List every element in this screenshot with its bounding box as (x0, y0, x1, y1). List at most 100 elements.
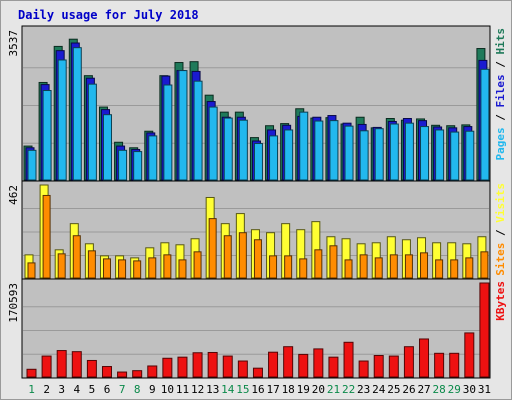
visits-bar-sites (163, 254, 172, 279)
traffic-bar-pages (87, 83, 97, 181)
visits-bar-sites (238, 232, 247, 279)
traffic-bar-pages (57, 59, 67, 181)
traffic-bar-pages (148, 135, 158, 181)
x-tick-label: 20 (312, 383, 325, 396)
visits-bar-sites (118, 259, 127, 279)
visits-bar-sites (344, 259, 353, 279)
visits-bar-sites (193, 251, 202, 279)
traffic-bar-pages (344, 125, 354, 181)
visits-bar-sites (465, 257, 474, 279)
kbytes-bar-kbytes (464, 332, 475, 378)
x-tick-label: 4 (74, 383, 81, 396)
traffic-bar-pages (359, 130, 369, 181)
visits-bar-sites (329, 245, 338, 279)
kbytes-bar-kbytes (177, 356, 188, 378)
visits-side-legend: Sites / Visits (494, 183, 507, 276)
legend-separator: / (494, 108, 507, 128)
traffic-bar-pages (178, 70, 188, 181)
traffic-bar-pages (284, 129, 294, 181)
kbytes-bar-kbytes (162, 357, 173, 378)
kbytes-bar-kbytes (222, 355, 233, 378)
traffic-bar-pages (389, 123, 399, 181)
x-tick-label: 27 (417, 383, 430, 396)
visits-bar-sites (133, 260, 142, 279)
kbytes-bar-kbytes (449, 352, 460, 378)
visits-bar-sites (57, 253, 66, 279)
kbytes-bar-kbytes (56, 350, 67, 378)
kbytes-bar-kbytes (192, 352, 203, 378)
traffic-scale-max-label: 3537 (7, 30, 20, 57)
kbytes-bar-kbytes (268, 351, 279, 378)
x-tick-label: 7 (119, 383, 126, 396)
visits-bar-sites (253, 239, 262, 279)
x-tick-label: 5 (89, 383, 96, 396)
chart-title: Daily usage for July 2018 (18, 8, 199, 22)
kbytes-bar-kbytes (434, 352, 445, 378)
legend-sites: Sites (494, 243, 507, 276)
traffic-bar-pages (27, 149, 37, 181)
traffic-bar-pages (314, 120, 324, 181)
legend-pages: Pages (494, 127, 507, 160)
x-tick-label: 6 (104, 383, 111, 396)
legend-separator: / (494, 223, 507, 243)
kbytes-bar-kbytes (117, 371, 128, 378)
x-tick-label: 23 (357, 383, 370, 396)
kbytes-bar-kbytes (298, 353, 309, 378)
kbytes-bar-kbytes (313, 348, 324, 378)
x-tick-label: 25 (387, 383, 400, 396)
kbytes-bar-kbytes (207, 351, 218, 378)
traffic-bar-pages (42, 90, 52, 181)
visits-bar-sites (314, 249, 323, 279)
traffic-bar-pages (420, 126, 430, 181)
kbytes-bar-kbytes (343, 341, 354, 378)
x-tick-label: 22 (342, 383, 355, 396)
traffic-bar-pages (102, 114, 112, 181)
kbytes-bar-kbytes (373, 355, 384, 378)
x-tick-label: 1 (28, 383, 35, 396)
kbytes-bar-kbytes (41, 355, 52, 378)
visits-bar-sites (72, 235, 81, 279)
traffic-bar-pages (208, 106, 218, 181)
traffic-bar-pages (163, 84, 173, 181)
traffic-bar-pages (374, 128, 384, 181)
traffic-bar-pages (223, 117, 233, 181)
x-tick-label: 2 (43, 383, 50, 396)
traffic-bar-pages (118, 149, 128, 181)
visits-bar-sites (480, 251, 489, 279)
kbytes-bar-kbytes (237, 360, 248, 378)
visits-bar-sites (102, 258, 111, 279)
visits-bar-sites (450, 259, 459, 279)
kbytes-bar-kbytes (328, 356, 339, 378)
panel-visits: 462 Sites / Visits (7, 180, 507, 280)
x-tick-label: 19 (297, 383, 310, 396)
visits-bar-sites (404, 254, 413, 279)
kbytes-bar-kbytes (26, 368, 37, 378)
x-tick-label: 10 (161, 383, 174, 396)
traffic-bar-pages (253, 143, 263, 181)
kbytes-bar-kbytes (147, 365, 158, 378)
x-tick-label: 8 (134, 383, 141, 396)
visits-bar-sites (178, 259, 187, 279)
x-tick-label: 16 (251, 383, 264, 396)
traffic-bar-pages (480, 68, 490, 181)
x-tick-label: 31 (478, 383, 491, 396)
traffic-bar-pages (450, 131, 460, 181)
x-tick-label: 15 (236, 383, 249, 396)
x-tick-label: 14 (221, 383, 235, 396)
kbytes-bar-kbytes (71, 351, 82, 378)
kbytes-bar-kbytes (252, 367, 263, 378)
traffic-bar-pages (269, 135, 279, 181)
kbytes-scale-max-label: 170593 (7, 283, 20, 323)
panel-kbytes: 170593 KBytes (7, 278, 507, 379)
visits-bar-sites (435, 259, 444, 279)
kbytes-bar-kbytes (479, 282, 490, 378)
traffic-bar-pages (72, 47, 82, 181)
visits-bar-sites (208, 218, 217, 279)
visits-bar-sites (420, 252, 429, 279)
visits-bar-sites (389, 254, 398, 279)
x-tick-label: 12 (191, 383, 204, 396)
x-tick-label: 18 (282, 383, 295, 396)
traffic-bar-pages (133, 151, 143, 181)
x-tick-label: 9 (149, 383, 156, 396)
